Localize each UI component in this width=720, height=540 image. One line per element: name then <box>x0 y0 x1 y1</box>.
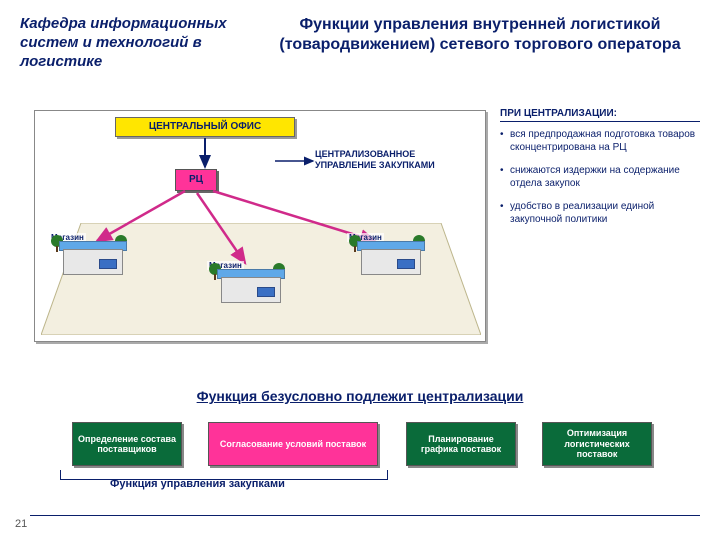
store-2: Магазин <box>211 259 291 309</box>
store-1: Магазин <box>53 231 133 281</box>
bullet-2: снижаются издержки на содержание отдела … <box>500 164 700 190</box>
bracket-label: Функция управления закупками <box>110 478 285 490</box>
purchase-mgmt-label: ЦЕНТРАЛИЗОВАННОЕ УПРАВЛЕНИЕ ЗАКУПКАМИ <box>315 149 465 171</box>
func-box-2: Согласование условий поставок <box>208 422 378 466</box>
department-label: Кафедра информационных систем и технолог… <box>20 15 250 71</box>
func-box-1: Определение состава поставщиков <box>72 422 182 466</box>
page-title: Функции управления внутренней логистикой… <box>260 15 700 55</box>
bullet-1: вся предпродажная подготовка товаров ско… <box>500 128 700 154</box>
rc-box: РЦ <box>175 169 217 191</box>
divider <box>30 515 700 516</box>
store-3: Магазин <box>351 231 431 281</box>
slide: Кафедра информационных систем и технолог… <box>0 0 720 540</box>
bullet-3: удобство в реализации единой закупочной … <box>500 200 700 226</box>
diagram: ЦЕНТРАЛЬНЫЙ ОФИС РЦ ЦЕНТРАЛИЗОВАННОЕ УПР… <box>34 110 486 342</box>
func-box-3: Планирование графика поставок <box>406 422 516 466</box>
right-header: ПРИ ЦЕНТРАЛИЗАЦИИ: <box>500 108 700 122</box>
central-office-box: ЦЕНТРАЛЬНЫЙ ОФИС <box>115 117 295 137</box>
function-title: Функция безусловно подлежит централизаци… <box>140 388 580 404</box>
function-row: Определение состава поставщиков Согласов… <box>50 414 690 494</box>
func-box-4: Оптимизация логистических поставок <box>542 422 652 466</box>
right-panel: ПРИ ЦЕНТРАЛИЗАЦИИ: вся предпродажная под… <box>500 108 700 236</box>
page-number: 21 <box>15 518 27 530</box>
